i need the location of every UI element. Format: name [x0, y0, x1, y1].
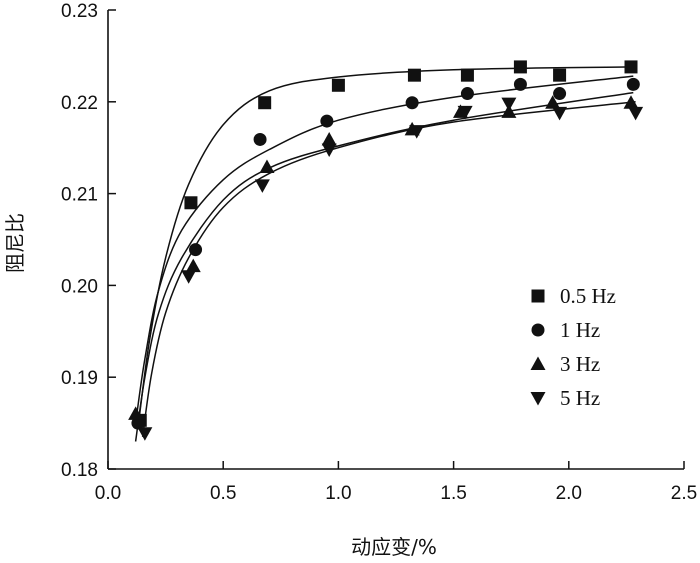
- x-tick-label: 1.0: [325, 483, 351, 504]
- data-point-series-2: [513, 77, 527, 91]
- data-point-series-1: [258, 96, 272, 110]
- data-point-series-1: [331, 78, 345, 92]
- data-point-series-1: [407, 68, 421, 82]
- data-point-series-4: [552, 106, 568, 121]
- legend-label-3: 3 Hz: [560, 352, 600, 376]
- x-tick-label: 2.0: [556, 483, 582, 504]
- data-point-series-3: [623, 95, 639, 109]
- data-point-series-2: [189, 243, 203, 257]
- x-axis-ticks: 0.0 0.5 1.0 1.5 2.0 2.5: [95, 461, 697, 504]
- data-point-series-3: [185, 258, 201, 273]
- data-point-series-2: [626, 77, 640, 91]
- data-points: [128, 60, 644, 441]
- data-point-series-1: [553, 68, 567, 82]
- fit-curve-series-2: [134, 75, 634, 424]
- legend: 0.5 Hz 1 Hz 3 Hz 5 Hz: [530, 284, 616, 410]
- data-point-series-4: [254, 179, 270, 193]
- y-tick-label: 0.21: [61, 185, 98, 206]
- x-tick-label: 0.5: [210, 483, 236, 504]
- data-point-series-2: [405, 96, 419, 110]
- legend-marker-4: [530, 392, 546, 406]
- data-point-series-4: [181, 270, 197, 284]
- fit-curves: [134, 66, 636, 442]
- legend-marker-2: [531, 323, 545, 337]
- data-point-series-4: [137, 427, 153, 441]
- legend-label-2: 1 Hz: [560, 318, 600, 342]
- legend-marker-3: [530, 356, 546, 370]
- y-axis-ticks: 0.18 0.19 0.20 0.21 0.22 0.23: [61, 1, 116, 481]
- legend-label-4: 5 Hz: [560, 386, 600, 410]
- data-point-series-1: [184, 196, 198, 210]
- data-point-series-1: [460, 68, 474, 82]
- data-point-series-3: [259, 159, 275, 173]
- y-tick-label: 0.23: [61, 1, 98, 22]
- data-point-series-4: [321, 143, 337, 158]
- data-point-series-2: [253, 132, 267, 146]
- y-tick-label: 0.19: [61, 368, 98, 389]
- data-point-series-2: [460, 87, 474, 101]
- x-tick-label: 2.5: [671, 483, 697, 504]
- data-point-series-4: [501, 97, 517, 112]
- fit-curve-series-4: [141, 101, 636, 438]
- data-point-series-4: [628, 106, 644, 121]
- data-point-series-2: [553, 87, 567, 101]
- y-tick-label: 0.22: [61, 93, 98, 114]
- legend-marker-1: [531, 289, 545, 303]
- data-point-series-3: [128, 406, 144, 420]
- data-point-series-1: [513, 60, 527, 74]
- data-point-series-3: [545, 95, 561, 109]
- x-axis-title: 动应变/%: [351, 535, 437, 559]
- fit-curve-series-1: [137, 66, 632, 428]
- data-point-series-2: [320, 114, 334, 128]
- x-tick-label: 0.0: [95, 483, 121, 504]
- legend-label-1: 0.5 Hz: [560, 284, 616, 308]
- fit-curve-series-3: [134, 91, 634, 442]
- data-point-series-4: [409, 125, 425, 139]
- data-point-series-4: [457, 105, 473, 120]
- y-axis-title: 阻尼比: [3, 213, 27, 273]
- data-point-series-1: [624, 60, 638, 74]
- y-tick-label: 0.18: [61, 460, 98, 481]
- data-point-series-3: [321, 131, 337, 146]
- plot-frame: [107, 10, 684, 470]
- x-tick-label: 1.5: [440, 483, 466, 504]
- data-point-series-3: [501, 104, 517, 118]
- y-tick-label: 0.20: [61, 276, 98, 297]
